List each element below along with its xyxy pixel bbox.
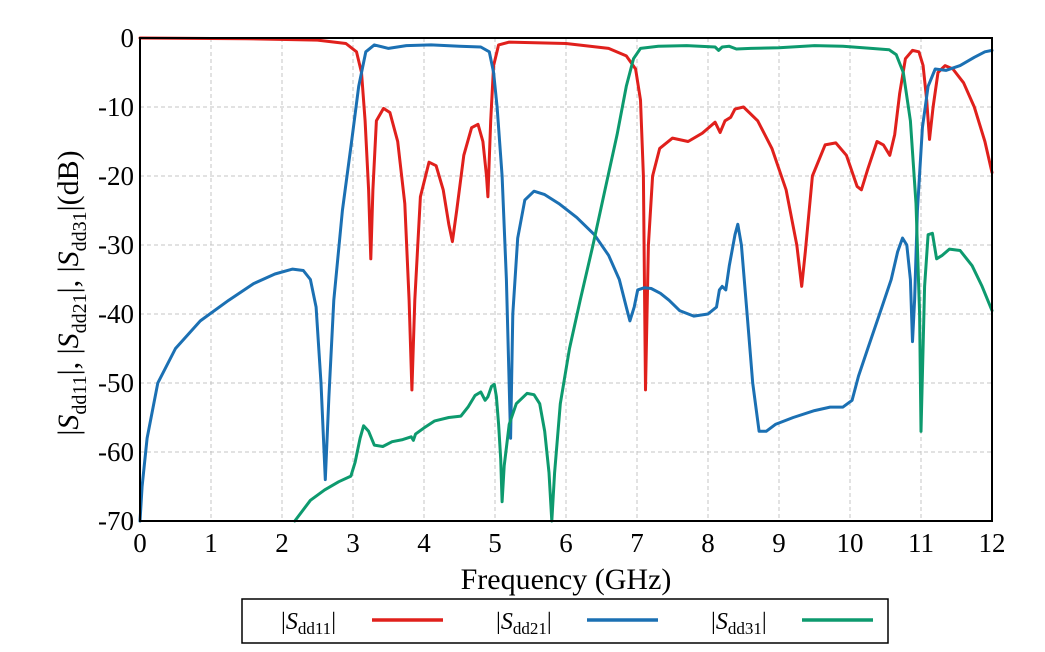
x-tick-label: 10 bbox=[837, 528, 864, 558]
plot-frame bbox=[139, 37, 993, 522]
x-tick-label: 11 bbox=[908, 528, 934, 558]
x-tick-label: 12 bbox=[979, 528, 1006, 558]
x-tick-label: 4 bbox=[417, 528, 431, 558]
legend-label-dd11: |Sdd11| bbox=[281, 609, 336, 638]
x-tick-label: 0 bbox=[133, 528, 147, 558]
y-tick-label: -30 bbox=[98, 230, 134, 260]
series-line-dd21 bbox=[138, 43, 994, 523]
series-line-dd11 bbox=[138, 36, 994, 392]
y-tick-label: -10 bbox=[98, 92, 134, 122]
y-tick-label: -20 bbox=[98, 161, 134, 191]
x-tick-label: 6 bbox=[559, 528, 573, 558]
y-tick-labels: 0 -10 -20 -30 -40 -50 -60 -70 bbox=[98, 23, 134, 536]
x-axis-title: Frequency (GHz) bbox=[461, 563, 672, 596]
x-tick-label: 8 bbox=[701, 528, 715, 558]
y-tick-label: -70 bbox=[98, 506, 134, 536]
legend-label-dd31: |Sdd31| bbox=[711, 609, 767, 638]
y-tick-label: 0 bbox=[121, 23, 135, 53]
x-tick-labels: 0 1 2 3 4 5 6 7 8 9 10 11 12 bbox=[133, 528, 1005, 558]
grid-lines bbox=[140, 38, 992, 521]
x-tick-label: 9 bbox=[772, 528, 786, 558]
y-tick-label: -50 bbox=[98, 368, 134, 398]
legend-box bbox=[241, 598, 889, 644]
x-tick-label: 1 bbox=[204, 528, 218, 558]
legend-label-dd21: |Sdd21| bbox=[496, 609, 552, 638]
y-axis-title: |Sdd11|, |Sdd21|, |Sdd31|(dB) bbox=[52, 150, 91, 435]
x-tick-label: 5 bbox=[488, 528, 502, 558]
y-tick-label: -60 bbox=[98, 437, 134, 467]
x-tick-label: 2 bbox=[275, 528, 289, 558]
x-tick-label: 7 bbox=[630, 528, 644, 558]
y-tick-label: -40 bbox=[98, 299, 134, 329]
legend: |Sdd11| |Sdd21| |Sdd31| bbox=[241, 598, 889, 644]
x-tick-label: 3 bbox=[346, 528, 360, 558]
